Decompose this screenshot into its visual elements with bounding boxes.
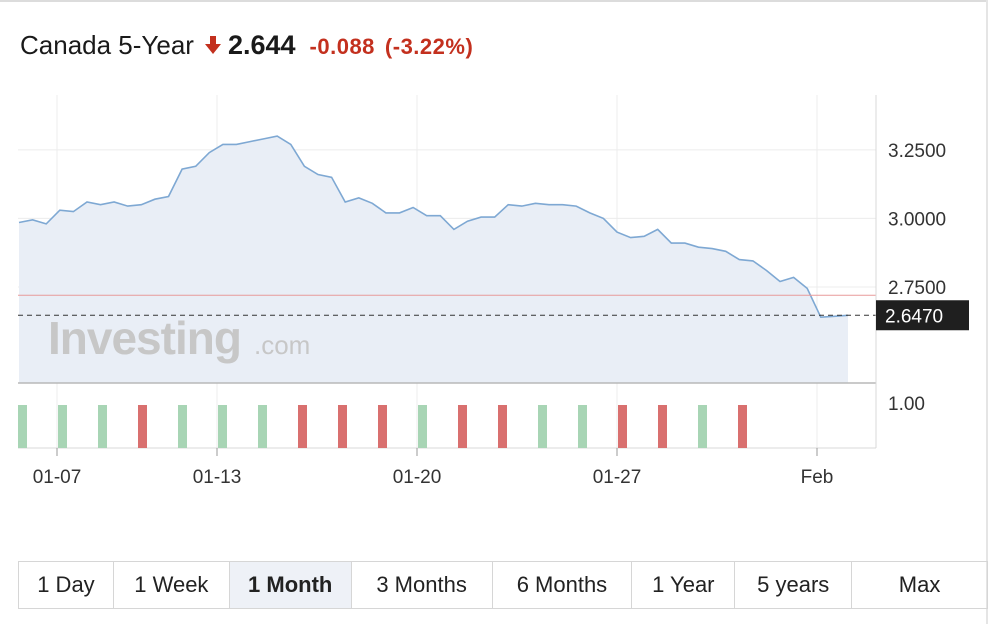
volume-bar xyxy=(138,405,147,448)
volume-y-tick-label: 1.00 xyxy=(888,394,925,415)
last-price: 2.644 xyxy=(227,30,296,60)
volume-bar xyxy=(18,405,27,448)
current-value-label: 2.6470 xyxy=(885,306,943,327)
range-button-6-months[interactable]: 6 Months xyxy=(493,562,633,608)
right-border xyxy=(986,0,988,624)
arrow-down-icon xyxy=(204,35,222,60)
quote-header: Canada 5-Year 2.644 -0.088 (-3.22%) xyxy=(20,30,473,62)
price-change: -0.088 xyxy=(309,34,375,59)
x-tick-label: 01-07 xyxy=(33,467,82,488)
x-tick-label: 01-27 xyxy=(593,467,642,488)
range-button-1-month[interactable]: 1 Month xyxy=(229,562,352,608)
instrument-title: Canada 5-Year xyxy=(20,30,194,60)
watermark-suffix: .com xyxy=(254,330,310,360)
x-tick-label: 01-20 xyxy=(393,467,442,488)
range-button-3-months[interactable]: 3 Months xyxy=(352,562,493,608)
x-tick-label: Feb xyxy=(801,467,834,488)
volume-bar xyxy=(258,405,267,448)
range-button-1-year[interactable]: 1 Year xyxy=(632,562,736,608)
volume-bar xyxy=(498,405,507,448)
range-button-1-week[interactable]: 1 Week xyxy=(114,562,230,608)
volume-bar xyxy=(378,405,387,448)
volume-bar xyxy=(178,405,187,448)
volume-bar xyxy=(458,405,467,448)
volume-bar xyxy=(298,405,307,448)
volume-bar xyxy=(418,405,427,448)
top-border xyxy=(0,0,988,2)
volume-bar xyxy=(738,405,747,448)
volume-bar xyxy=(538,405,547,448)
volume-bar xyxy=(218,405,227,448)
x-tick-label: 01-13 xyxy=(193,467,242,488)
volume-bar xyxy=(98,405,107,448)
y-tick-label: 3.0000 xyxy=(888,209,946,230)
volume-bar xyxy=(658,405,667,448)
price-area-fill xyxy=(19,136,848,383)
y-tick-label: 3.2500 xyxy=(888,141,946,162)
range-selector: 1 Day 1 Week 1 Month 3 Months 6 Months 1 Year… xyxy=(18,561,988,609)
price-change-percent: (-3.22%) xyxy=(384,34,474,59)
price-line xyxy=(18,135,849,319)
range-button-5-years[interactable]: 5 years xyxy=(735,562,853,608)
volume-bar xyxy=(338,405,347,448)
watermark-brand: Investing xyxy=(48,312,241,364)
current-value-badge xyxy=(876,300,969,331)
price-chart[interactable]: Investing .com 3.2500 3.0000 2.7500 2.6470 1.0… xyxy=(0,80,988,490)
range-button-max[interactable]: Max xyxy=(852,562,988,608)
volume-bar xyxy=(618,405,627,448)
volume-bar xyxy=(58,405,67,448)
range-button-1-day[interactable]: 1 Day xyxy=(19,562,114,608)
volume-bar xyxy=(578,405,587,448)
volume-bar xyxy=(698,405,707,448)
y-tick-label: 2.7500 xyxy=(888,278,946,299)
